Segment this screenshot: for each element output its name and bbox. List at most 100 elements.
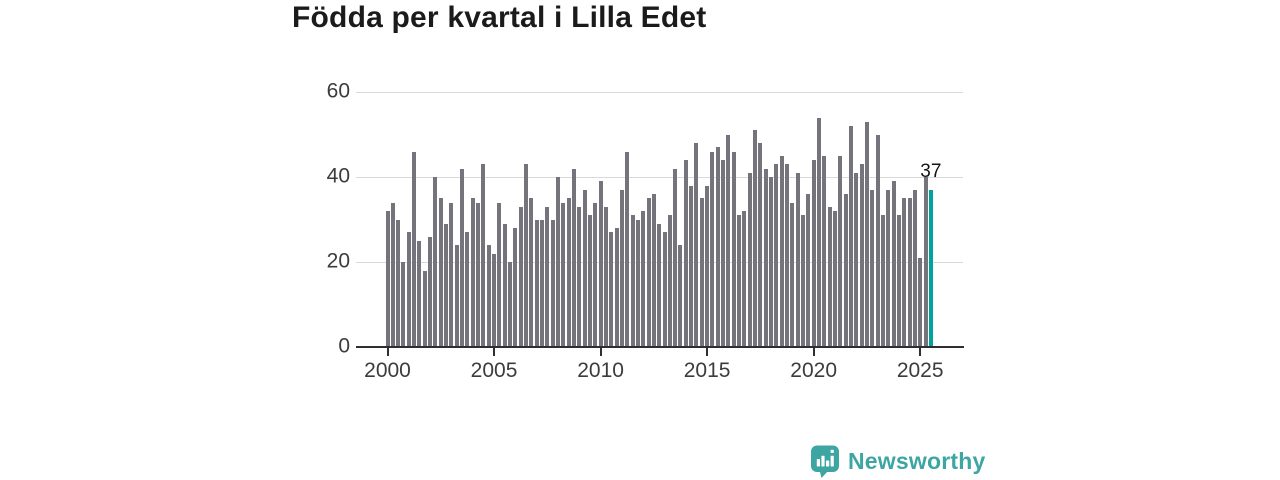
x-tick-label-2015: 2015 <box>683 359 731 382</box>
bar <box>705 185 710 347</box>
bar <box>816 117 821 347</box>
x-tick-label-2010: 2010 <box>577 359 624 382</box>
bar <box>417 240 422 347</box>
bar <box>582 189 587 347</box>
bar <box>454 245 459 347</box>
bar <box>854 172 859 347</box>
bar <box>715 147 720 347</box>
bar <box>918 257 923 347</box>
bar <box>598 181 603 347</box>
bar <box>561 202 566 347</box>
bar <box>875 134 880 347</box>
bar <box>763 168 768 347</box>
x-tick-label-2005: 2005 <box>470 359 518 382</box>
x-tick-label-2025: 2025 <box>896 359 944 382</box>
x-axis-line <box>356 345 964 348</box>
gridline-60 <box>356 92 963 93</box>
bar <box>843 194 848 347</box>
bar <box>518 206 523 347</box>
bar <box>907 198 912 347</box>
bar <box>678 245 683 347</box>
chart-title: Födda per kvartal i Lilla Edet <box>292 1 707 34</box>
bar <box>699 198 704 347</box>
y-tick-label-40: 40 <box>326 164 350 188</box>
bar <box>902 198 907 347</box>
x-tick-2005 <box>493 348 496 356</box>
bar <box>476 202 481 347</box>
bar <box>646 198 651 347</box>
bar <box>896 215 901 347</box>
bar <box>832 211 837 347</box>
bar <box>603 206 608 347</box>
x-tick-label-2020: 2020 <box>790 359 838 382</box>
newsworthy-brand-name: Newsworthy <box>848 447 986 474</box>
bar <box>848 126 853 347</box>
bar <box>864 121 869 347</box>
bar <box>641 211 646 347</box>
bar <box>635 219 640 347</box>
highlight-value-label: 37 <box>920 160 942 182</box>
x-tick-label-2000: 2000 <box>364 359 411 382</box>
bar <box>689 185 694 347</box>
bar <box>859 164 864 347</box>
newsworthy-brand: Newsworthy <box>810 444 985 478</box>
gridline-40 <box>356 177 963 178</box>
bar <box>396 219 401 347</box>
bar <box>651 194 656 347</box>
x-tick-2025 <box>919 348 922 356</box>
bar <box>385 211 390 347</box>
y-tick-label-60: 60 <box>326 79 350 103</box>
bar <box>614 228 619 347</box>
bar <box>747 172 752 347</box>
bar <box>449 202 454 347</box>
bar <box>737 215 742 347</box>
bar <box>891 181 896 347</box>
bar <box>412 151 417 347</box>
bar-highlighted <box>928 189 933 347</box>
bar <box>880 215 885 347</box>
bar <box>390 202 395 347</box>
bar <box>721 160 726 347</box>
bar <box>481 164 486 347</box>
bar <box>912 189 917 347</box>
bar <box>774 164 779 347</box>
x-tick-2010 <box>599 348 602 356</box>
bar <box>742 211 747 347</box>
bar <box>529 198 534 347</box>
bar <box>534 219 539 347</box>
bar <box>593 202 598 347</box>
bar <box>550 219 555 347</box>
y-tick-label-0: 0 <box>338 334 350 358</box>
bar <box>465 232 470 347</box>
bar <box>779 155 784 347</box>
bar <box>508 262 513 347</box>
bar <box>795 172 800 347</box>
bar <box>886 189 891 347</box>
newsworthy-logo-icon <box>810 445 840 478</box>
bar <box>630 215 635 347</box>
bar <box>710 151 715 347</box>
bar <box>827 206 832 347</box>
bar <box>822 155 827 347</box>
bar <box>524 164 528 347</box>
bar <box>619 189 624 347</box>
bar <box>438 198 443 347</box>
bar <box>673 168 678 347</box>
bar <box>731 151 736 347</box>
bar <box>492 253 497 347</box>
bar <box>433 177 438 347</box>
bar <box>758 143 763 347</box>
bar <box>401 262 406 347</box>
bar <box>657 223 662 347</box>
x-tick-2015 <box>706 348 709 356</box>
bar <box>428 236 433 347</box>
x-tick-2020 <box>812 348 815 356</box>
bar <box>539 219 544 347</box>
bar <box>811 160 816 347</box>
bar <box>555 177 560 347</box>
bar <box>870 189 875 347</box>
bar <box>460 168 465 347</box>
bar <box>790 202 795 347</box>
bar <box>694 143 699 347</box>
